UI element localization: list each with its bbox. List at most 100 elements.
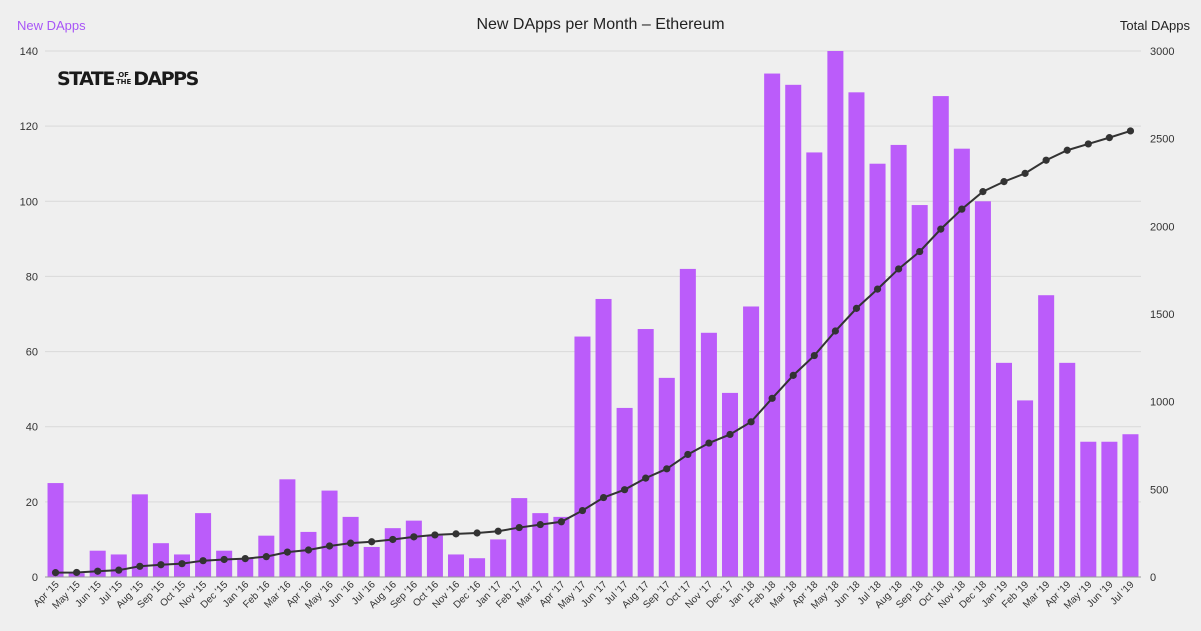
bar: [658, 377, 675, 577]
logo-of: OF: [118, 71, 129, 79]
line-point: [1084, 140, 1092, 148]
y-left-tick-label: 140: [20, 46, 38, 58]
bar: [995, 362, 1013, 577]
line-point: [578, 506, 587, 515]
line-point: [94, 567, 102, 575]
logo-of-the: OF THE: [116, 72, 131, 86]
bar: [363, 546, 380, 577]
y-right-tick-label: 2500: [1150, 134, 1174, 146]
bar: [743, 306, 760, 577]
line-point: [768, 394, 776, 402]
line-point: [1021, 169, 1029, 177]
bar: [447, 554, 465, 577]
logo-word-dapps: DAPPS: [133, 68, 199, 90]
bar: [1017, 400, 1034, 577]
line-point: [389, 535, 397, 544]
bar: [152, 543, 169, 577]
bar: [848, 92, 865, 577]
bar: [1101, 441, 1118, 577]
bar: [869, 163, 886, 577]
y-left-tick-label: 100: [20, 196, 38, 208]
line-point: [515, 523, 523, 532]
line-point: [220, 555, 228, 564]
line-point: [1063, 146, 1071, 154]
bar: [785, 84, 802, 578]
line-point: [810, 351, 818, 360]
bar: [342, 516, 359, 577]
line-point: [262, 553, 270, 561]
bar: [764, 73, 781, 578]
bar: [953, 148, 970, 577]
line-point: [325, 542, 334, 550]
bar: [47, 483, 64, 577]
bar: [1122, 434, 1139, 577]
line-point: [51, 569, 60, 577]
x-tick-label: Jul '19: [1109, 579, 1137, 607]
line-point: [241, 554, 249, 563]
bar: [384, 528, 401, 577]
line-point: [789, 371, 797, 379]
line-point: [705, 439, 713, 447]
y-right-tick-label: 3000: [1150, 46, 1174, 58]
line-point: [115, 566, 123, 574]
y-left-tick-label: 20: [26, 497, 38, 509]
line-point: [73, 568, 81, 577]
line-point: [873, 285, 882, 293]
y-left-tick-label: 40: [26, 422, 38, 434]
bar: [131, 494, 148, 577]
bar: [553, 516, 570, 577]
bar: [279, 479, 296, 577]
line-point: [831, 327, 839, 335]
bar: [574, 336, 591, 577]
y-left-tick-label: 80: [26, 271, 38, 283]
line-point: [747, 418, 755, 426]
line-point: [895, 265, 903, 273]
y-left-tick-label: 60: [26, 347, 38, 359]
line-point: [979, 188, 987, 196]
line-point: [958, 205, 966, 213]
bar: [806, 152, 823, 577]
line-point: [199, 557, 207, 565]
line-point: [1126, 127, 1135, 135]
bar: [237, 558, 254, 577]
state-of-the-dapps-logo: STATE OF THE DAPPS: [57, 68, 199, 90]
y-right-tick-label: 1500: [1150, 309, 1174, 321]
bar-series: [47, 51, 1139, 578]
bar: [426, 535, 443, 577]
line-point: [473, 529, 481, 537]
bar: [932, 96, 949, 577]
bar: [911, 205, 928, 578]
line-point: [1042, 156, 1050, 164]
bar: [490, 539, 507, 577]
left-axis-title: New DApps: [17, 18, 86, 33]
bar: [1059, 362, 1076, 577]
bar: [405, 520, 422, 577]
bar: [637, 329, 654, 577]
logo-word-state: STATE: [57, 68, 115, 90]
line-point: [536, 520, 544, 529]
line-point: [178, 560, 186, 568]
bar: [469, 558, 486, 577]
line-point: [347, 539, 355, 547]
bar: [110, 554, 127, 577]
line-point: [283, 548, 291, 556]
line-point: [621, 486, 629, 494]
total-line: [55, 129, 1131, 574]
line-point: [452, 530, 460, 538]
logo-the: THE: [115, 78, 132, 86]
line-point: [136, 562, 144, 570]
y-right-tick-label: 1000: [1150, 397, 1174, 409]
chart-title: New DApps per Month – Ethereum: [476, 16, 725, 33]
line-point: [494, 527, 502, 535]
bar: [216, 550, 233, 577]
y-right-tick-label: 500: [1150, 484, 1168, 496]
bar: [679, 268, 696, 577]
line-point: [684, 450, 692, 459]
line-point: [916, 247, 924, 256]
bar: [300, 531, 317, 577]
bar: [700, 332, 717, 577]
line-point: [937, 225, 945, 233]
right-axis-title: Total DApps: [1119, 18, 1190, 33]
y-right-tick-label: 2000: [1150, 221, 1174, 233]
